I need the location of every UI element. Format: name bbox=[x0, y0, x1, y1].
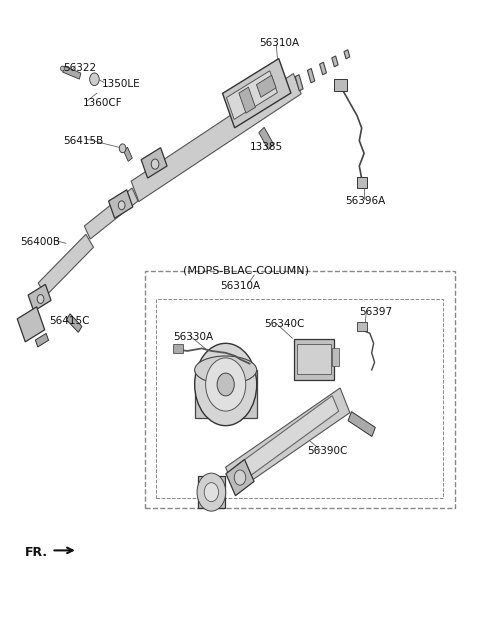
Text: FR.: FR. bbox=[25, 546, 48, 559]
Polygon shape bbox=[332, 56, 338, 67]
Ellipse shape bbox=[217, 373, 234, 396]
Ellipse shape bbox=[234, 470, 246, 485]
Polygon shape bbox=[348, 411, 375, 436]
Polygon shape bbox=[320, 62, 326, 75]
Text: 56310A: 56310A bbox=[220, 281, 260, 291]
Polygon shape bbox=[63, 66, 81, 79]
Ellipse shape bbox=[197, 473, 226, 511]
Polygon shape bbox=[173, 343, 183, 353]
Polygon shape bbox=[334, 80, 347, 91]
Polygon shape bbox=[141, 148, 167, 178]
Polygon shape bbox=[226, 388, 350, 492]
Ellipse shape bbox=[205, 358, 246, 411]
Text: 56340C: 56340C bbox=[264, 319, 304, 329]
Polygon shape bbox=[38, 234, 94, 296]
Text: 56400B: 56400B bbox=[21, 237, 60, 247]
Polygon shape bbox=[66, 314, 82, 333]
Polygon shape bbox=[36, 333, 48, 347]
Text: 56396A: 56396A bbox=[345, 196, 385, 206]
Polygon shape bbox=[227, 71, 277, 120]
Ellipse shape bbox=[195, 343, 257, 425]
Circle shape bbox=[37, 294, 44, 303]
Ellipse shape bbox=[204, 483, 218, 502]
Polygon shape bbox=[198, 476, 225, 508]
Text: 56322: 56322 bbox=[63, 63, 96, 73]
Circle shape bbox=[151, 159, 159, 169]
Polygon shape bbox=[131, 74, 301, 202]
Circle shape bbox=[60, 66, 64, 71]
Polygon shape bbox=[259, 127, 274, 149]
FancyBboxPatch shape bbox=[156, 299, 443, 499]
Text: 56330A: 56330A bbox=[173, 332, 213, 342]
Circle shape bbox=[118, 201, 125, 210]
Text: 56397: 56397 bbox=[360, 307, 393, 317]
Ellipse shape bbox=[195, 356, 257, 384]
Polygon shape bbox=[195, 370, 257, 418]
Polygon shape bbox=[297, 344, 331, 375]
Polygon shape bbox=[256, 75, 276, 97]
Text: 56415C: 56415C bbox=[49, 316, 90, 326]
Polygon shape bbox=[344, 50, 350, 59]
Text: 56390C: 56390C bbox=[307, 446, 347, 456]
Polygon shape bbox=[17, 307, 45, 342]
Polygon shape bbox=[307, 69, 315, 83]
Polygon shape bbox=[332, 349, 339, 366]
Text: (MDPS-BLAC-COLUMN): (MDPS-BLAC-COLUMN) bbox=[183, 265, 309, 275]
Polygon shape bbox=[357, 177, 367, 188]
Polygon shape bbox=[84, 188, 138, 239]
Text: 1360CF: 1360CF bbox=[83, 98, 122, 107]
Polygon shape bbox=[239, 87, 255, 113]
FancyBboxPatch shape bbox=[144, 270, 455, 508]
Ellipse shape bbox=[90, 73, 99, 86]
Polygon shape bbox=[357, 322, 367, 331]
Polygon shape bbox=[108, 190, 133, 218]
Text: 13385: 13385 bbox=[250, 142, 283, 152]
Circle shape bbox=[119, 144, 126, 153]
Text: 1350LE: 1350LE bbox=[102, 79, 140, 88]
Polygon shape bbox=[28, 284, 51, 311]
Text: 56415B: 56415B bbox=[63, 135, 104, 146]
Polygon shape bbox=[226, 459, 254, 495]
Text: 56310A: 56310A bbox=[259, 38, 299, 48]
Polygon shape bbox=[295, 74, 303, 91]
Polygon shape bbox=[237, 396, 339, 481]
Polygon shape bbox=[223, 59, 291, 128]
Polygon shape bbox=[294, 338, 334, 380]
Polygon shape bbox=[123, 148, 132, 162]
